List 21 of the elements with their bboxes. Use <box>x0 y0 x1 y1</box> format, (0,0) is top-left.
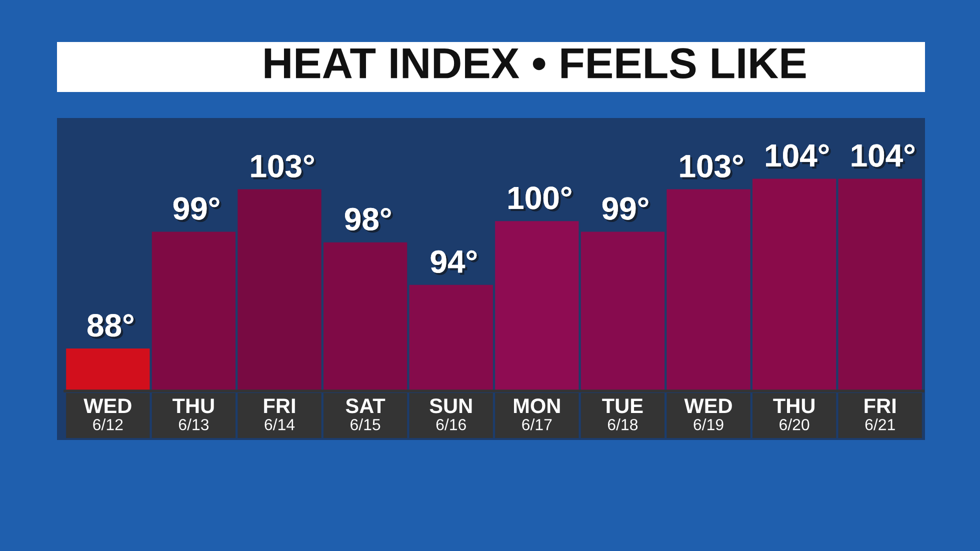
category-label: TUE 6/18 <box>602 398 643 430</box>
category-label: FRI 6/21 <box>864 398 896 430</box>
category-label: FRI 6/14 <box>264 398 295 430</box>
data-label: 99° <box>173 197 222 222</box>
category-label: SUN 6/16 <box>430 398 472 430</box>
category-label: THU 6/13 <box>172 398 214 430</box>
data-label: 99° <box>602 197 650 222</box>
data-label: 104° <box>852 144 917 169</box>
data-label: 103° <box>680 154 746 180</box>
category-label: SAT 6/15 <box>346 398 386 430</box>
category-label: WED 6/12 <box>84 398 132 430</box>
data-label: 100° <box>508 186 574 212</box>
data-label: 104° <box>766 144 831 169</box>
data-label: 98° <box>345 208 393 233</box>
data-label: 88° <box>88 314 136 339</box>
data-label: 94° <box>430 250 479 276</box>
category-label: THU 6/20 <box>773 398 814 430</box>
category-label: WED 6/19 <box>684 398 732 430</box>
chart-title: HEAT INDEX • FEELS LIKE <box>264 48 806 79</box>
category-label: MON 6/17 <box>514 398 560 430</box>
data-label: 103° <box>251 154 316 180</box>
